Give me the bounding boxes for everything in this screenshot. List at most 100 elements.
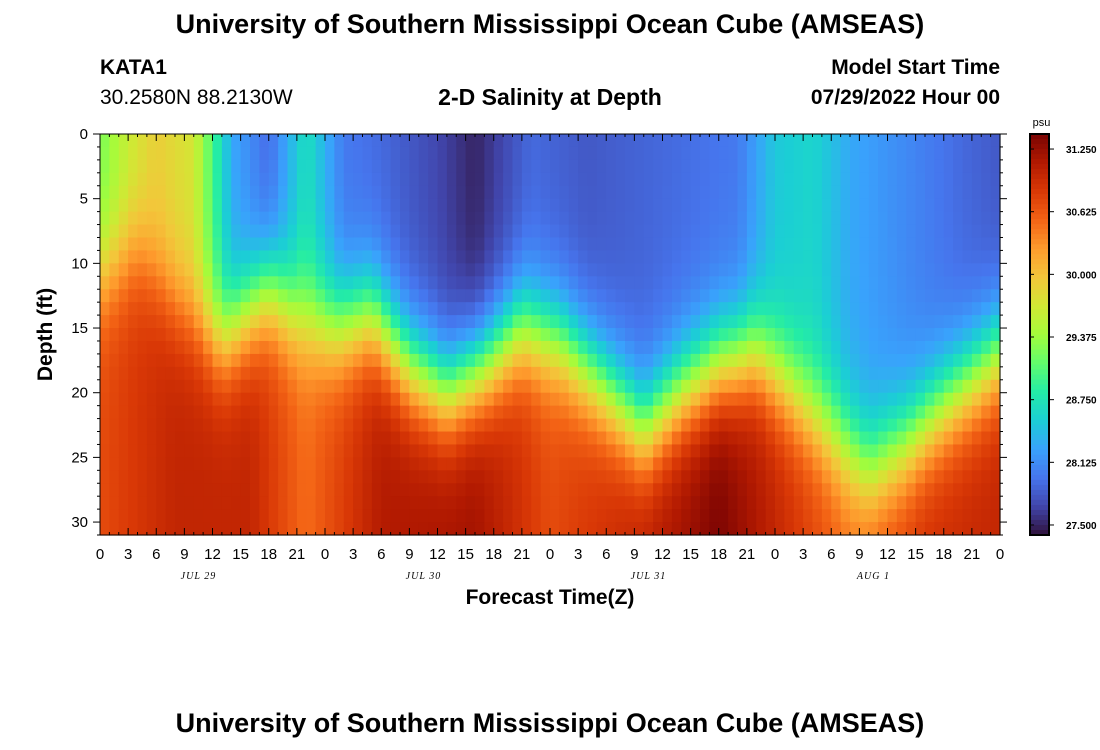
heatmap-cell [878, 315, 889, 329]
heatmap-cell [512, 250, 523, 264]
heatmap-cell [962, 237, 973, 252]
heatmap-cell [925, 457, 935, 471]
heatmap-cell [203, 509, 214, 523]
heatmap-cell [184, 146, 195, 161]
heatmap-cell [437, 509, 448, 523]
heatmap-cell [156, 509, 167, 523]
heatmap-cell [475, 185, 485, 200]
heatmap-cell [418, 496, 429, 510]
heatmap-cell [840, 483, 851, 497]
heatmap-cell [615, 250, 626, 264]
heatmap-cell [259, 366, 270, 381]
heatmap-cell [325, 379, 335, 394]
heatmap-cell [625, 237, 635, 252]
heatmap-cell [990, 146, 1001, 161]
heatmap-cell [915, 522, 926, 536]
heatmap-cell [878, 522, 889, 536]
heatmap-cell [203, 159, 214, 174]
heatmap-cell [550, 172, 560, 187]
heatmap-cell [840, 276, 851, 290]
heatmap-cell [315, 392, 326, 407]
heatmap-cell [390, 496, 401, 510]
heatmap-cell [550, 198, 560, 213]
heatmap-cell [587, 250, 598, 264]
heatmap-cell [475, 198, 485, 213]
heatmap-cell [315, 198, 326, 213]
heatmap-cell [578, 366, 589, 381]
heatmap-cell [840, 509, 851, 523]
heatmap-cell [662, 457, 673, 471]
heatmap-cell [568, 185, 579, 200]
heatmap-cell [962, 522, 973, 536]
heatmap-cell [456, 509, 467, 523]
colorbar-tick-label: 29.375 [1066, 333, 1097, 344]
heatmap-cell [521, 211, 532, 226]
heatmap-cell [409, 198, 420, 213]
heatmap-cell [578, 392, 589, 407]
heatmap-cell [803, 263, 814, 277]
heatmap-cell [906, 263, 917, 277]
heatmap-cell [371, 263, 382, 277]
heatmap-cell [371, 509, 382, 523]
heatmap-cell [737, 444, 748, 458]
heatmap-cell [409, 289, 420, 303]
heatmap-cell [559, 353, 570, 368]
heatmap-cell [465, 250, 476, 264]
heatmap-cell [643, 237, 654, 252]
heatmap-cell [428, 366, 439, 381]
heatmap-cell [475, 483, 485, 497]
heatmap-cell [784, 457, 795, 471]
heatmap-cell [896, 172, 907, 187]
heatmap-cell [840, 224, 851, 239]
heatmap-cell [250, 237, 260, 252]
heatmap-cell [400, 431, 410, 446]
heatmap-cell [606, 483, 617, 497]
heatmap-cell [287, 509, 298, 523]
heatmap-cell [409, 340, 420, 355]
heatmap-cell [315, 379, 326, 394]
heatmap-cell [334, 263, 345, 277]
heatmap-cell [625, 276, 635, 290]
heatmap-cell [887, 457, 898, 471]
heatmap-cell [831, 522, 842, 536]
heatmap-cell [737, 418, 748, 433]
heatmap-cell [587, 237, 598, 252]
heatmap-cell [493, 392, 504, 407]
heatmap-cell [465, 172, 476, 187]
station-id: KATA1 [100, 56, 167, 79]
heatmap-cell [690, 431, 701, 446]
heatmap-cell [484, 328, 495, 342]
heatmap-cell [165, 522, 176, 536]
heatmap-cell [240, 431, 251, 446]
heatmap-cell [100, 224, 110, 239]
colorbar-segment [1030, 299, 1049, 306]
heatmap-cell [981, 159, 992, 174]
heatmap-cell [662, 263, 673, 277]
heatmap-cell [475, 289, 485, 303]
heatmap-cell [793, 444, 804, 458]
heatmap-cell [531, 146, 542, 161]
heatmap-cell [100, 263, 110, 277]
heatmap-cell [259, 276, 270, 290]
heatmap-cell [175, 340, 185, 355]
heatmap-cell [559, 431, 570, 446]
heatmap-cell [343, 211, 354, 226]
heatmap-cell [850, 366, 860, 381]
heatmap-cell [531, 172, 542, 187]
heatmap-cell [128, 379, 139, 394]
colorbar-segment [1030, 429, 1049, 436]
heatmap-cell [868, 328, 879, 342]
heatmap-cell [221, 496, 232, 510]
heatmap-cell [831, 340, 842, 355]
heatmap-cell [971, 366, 982, 381]
heatmap-cell [550, 444, 560, 458]
heatmap-cell [100, 315, 110, 329]
heatmap-cell [165, 211, 176, 226]
heatmap-cell [887, 211, 898, 226]
heatmap-cell [531, 509, 542, 523]
heatmap-cell [587, 198, 598, 213]
heatmap-cell [418, 392, 429, 407]
heatmap-cell [446, 418, 457, 433]
heatmap-cell [634, 289, 645, 303]
heatmap-cell [165, 185, 176, 200]
